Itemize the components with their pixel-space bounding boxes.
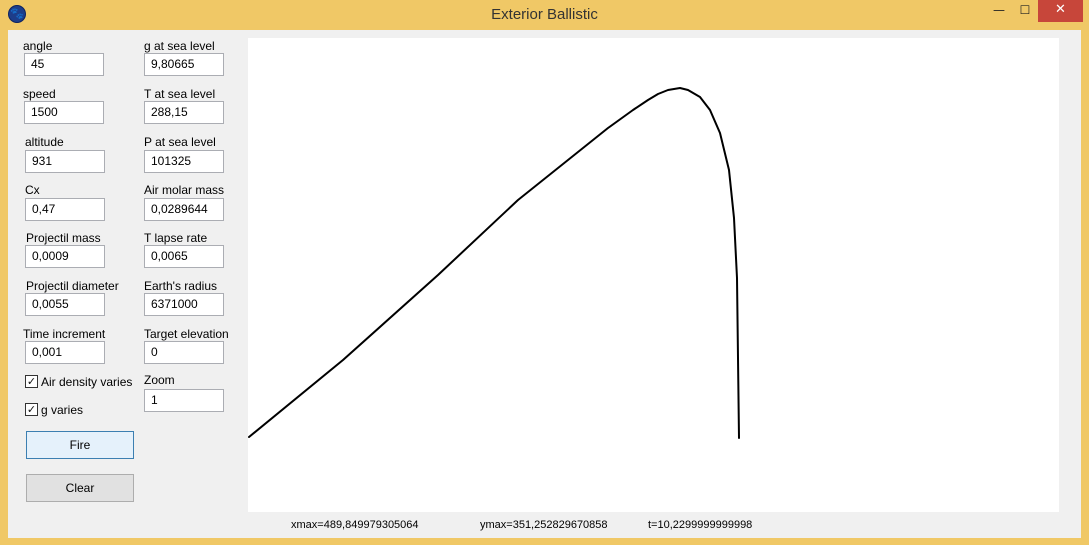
minimize-button[interactable]: — — [993, 3, 1005, 17]
t-sea-level-label: T at sea level — [144, 87, 216, 101]
paw-icon[interactable]: 🐾 — [8, 5, 26, 23]
g-sea-level-input[interactable]: 9,80665 — [144, 53, 224, 76]
xmax-readout: xmax=489,849979305064 — [291, 519, 419, 531]
earth-radius-label: Earth's radius — [144, 279, 217, 293]
zoom-input[interactable]: 1 — [144, 389, 224, 412]
t-sea-level-input[interactable]: 288,15 — [144, 101, 224, 124]
earth-radius-input[interactable]: 6371000 — [144, 293, 224, 316]
cx-label: Cx — [25, 183, 40, 197]
altitude-label: altitude — [25, 135, 64, 149]
close-button[interactable]: ✕ — [1038, 0, 1083, 22]
projectil-diameter-input[interactable]: 0,0055 — [25, 293, 105, 316]
air-molar-mass-label: Air molar mass — [144, 183, 225, 197]
projectil-diameter-label: Projectil diameter — [26, 279, 119, 293]
trajectory-curve — [248, 87, 740, 439]
trajectory-canvas[interactable] — [248, 38, 1059, 512]
g-varies-checkbox[interactable]: ✓ — [25, 403, 38, 416]
time-increment-input[interactable]: 0,001 — [25, 341, 105, 364]
g-varies-label: g varies — [41, 403, 84, 417]
projectil-mass-input[interactable]: 0,0009 — [25, 245, 105, 268]
air-molar-mass-input[interactable]: 0,0289644 — [144, 198, 224, 221]
altitude-input[interactable]: 931 — [25, 150, 105, 173]
trajectory-plot — [248, 87, 740, 439]
target-elevation-input[interactable]: 0 — [144, 341, 224, 364]
title-bar[interactable]: 🐾 Exterior Ballistic — ☐ ✕ — [0, 0, 1089, 30]
p-sea-level-label: P at sea level — [144, 135, 216, 149]
air-density-checkbox[interactable]: ✓ — [25, 375, 38, 388]
cx-input[interactable]: 0,47 — [25, 198, 105, 221]
t-lapse-rate-label: T lapse rate — [144, 231, 208, 245]
time-readout: t=10,2299999999998 — [648, 519, 753, 531]
g-sea-level-label: g at sea level — [144, 39, 215, 53]
target-elevation-label: Target elevation — [144, 327, 229, 341]
time-increment-label: Time increment — [23, 327, 106, 341]
fire-button[interactable]: Fire — [26, 431, 134, 459]
projectil-mass-label: Projectil mass — [26, 231, 101, 245]
maximize-button[interactable]: ☐ — [1019, 3, 1031, 17]
ymax-readout: ymax=351,252829670858 — [480, 519, 608, 531]
angle-label: angle — [23, 39, 53, 53]
client-area: angle 45 speed 1500 altitude 931 Cx 0,47… — [8, 30, 1081, 538]
speed-label: speed — [23, 87, 56, 101]
clear-button[interactable]: Clear — [26, 474, 134, 502]
angle-input[interactable]: 45 — [24, 53, 104, 76]
zoom-label: Zoom — [144, 373, 175, 387]
window-title: Exterior Ballistic — [491, 6, 598, 23]
t-lapse-rate-input[interactable]: 0,0065 — [144, 245, 224, 268]
p-sea-level-input[interactable]: 101325 — [144, 150, 224, 173]
air-density-label: Air density varies — [41, 375, 133, 389]
speed-input[interactable]: 1500 — [24, 101, 104, 124]
